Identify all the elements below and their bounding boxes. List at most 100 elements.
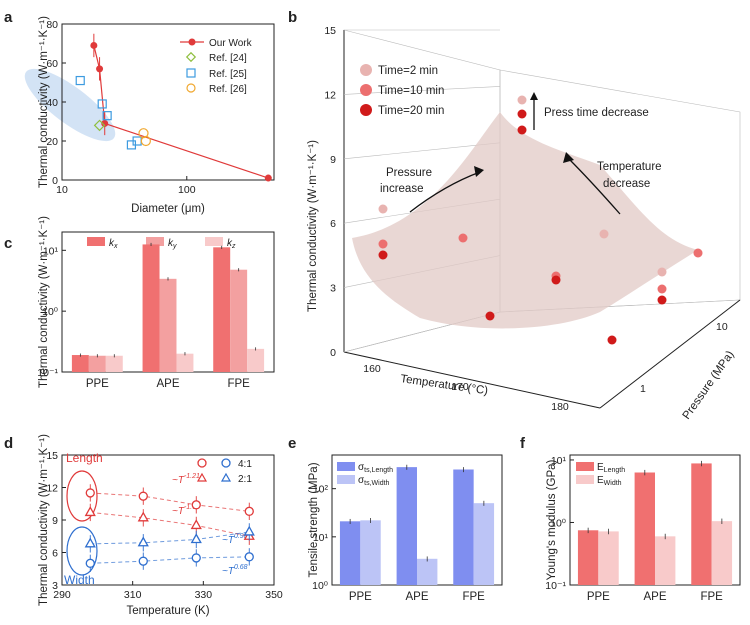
panel-label-a: a (4, 9, 13, 26)
legend-marker-ref26 (186, 83, 196, 93)
legend-ref26: Ref. [26] (209, 84, 247, 95)
legend-ref25: Ref. [25] (209, 69, 247, 80)
panel-c-bar (213, 247, 231, 372)
panel-d-ytick: 3 (52, 580, 58, 592)
panel-f-bar (691, 463, 712, 585)
panel-a-ytick: 0 (52, 175, 58, 187)
label-length: Length (66, 451, 103, 465)
powerlaw-length-41-exp: -1.21 (184, 473, 200, 480)
panel-b-xlabel: Temperature (°C) (400, 373, 489, 397)
our-work-point (264, 174, 272, 182)
panel-d-xtick: 310 (124, 589, 142, 601)
legend-marker-width-21 (220, 472, 232, 482)
panel-e-bar (396, 467, 417, 585)
panel-f-ylabel: Young's modulus (GPa) (546, 459, 558, 580)
legend-10min: Time=10 min (378, 85, 444, 97)
panel-d-point-circle (85, 558, 95, 568)
panel-d-point-circle (244, 506, 254, 516)
legend-e-length: ELength (597, 462, 625, 474)
panel-f-xtick: FPE (700, 591, 723, 603)
panel-c-xtick: APE (156, 378, 179, 390)
ref25-point (102, 111, 112, 121)
panel-d-ytick: 6 (52, 548, 58, 560)
panel-e-xtick: APE (405, 591, 428, 603)
powerlaw-width-21-base: ~T (222, 535, 235, 546)
panel-b-zlabel: Thermal conductivity (W·m⁻¹·K⁻¹) (307, 140, 319, 312)
panel-b-ztick: 12 (324, 89, 336, 101)
legend-our-work: Our Work (209, 38, 253, 49)
panel-b-sphere (378, 250, 388, 260)
legend-sigma-length-main: σ (358, 462, 365, 473)
panel-d-ytick: 12 (46, 483, 58, 495)
panel-c-ytick: 10⁰ (42, 306, 59, 318)
panel-e-bar (453, 469, 474, 585)
legend-ky-sub: y (172, 243, 177, 250)
panel-d-point-triangle (137, 511, 149, 522)
panel-c-xtick: FPE (227, 378, 250, 390)
legend-sigma-width: σts,Width (358, 475, 390, 487)
panel-b-sphere (458, 233, 468, 243)
legend-marker-20min (360, 104, 372, 116)
panel-f-bar (711, 521, 733, 585)
panel-e-bar (339, 521, 361, 585)
panel-c-xtick: PPE (86, 378, 109, 390)
panel-d-xlabel: Temperature (K) (126, 605, 209, 617)
length-group-ellipse (66, 470, 98, 522)
panel-b-sphere (693, 248, 703, 258)
panel-d-point-circle (191, 553, 201, 563)
panel-b-sphere (378, 239, 388, 249)
legend-swatch-sigma-length (337, 462, 355, 471)
press-time-arrowhead (530, 92, 538, 100)
legend-e-length-main: E (597, 462, 604, 473)
panel-a-ytick: 80 (46, 19, 58, 31)
panel-a-ytick: 20 (46, 136, 58, 148)
panel-b-y-axis (599, 299, 741, 409)
legend-marker-10min (360, 84, 372, 96)
panel-b-chart: Thermal conductivity (W·m⁻¹·K⁻¹) Tempera… (307, 25, 741, 422)
panel-b-ztick: 15 (324, 25, 336, 37)
panel-c-bar (142, 244, 160, 372)
panel-e-chart: Tensile strength (MPa) σts,Length σts,Wi… (308, 454, 503, 603)
panel-a-ytick: 40 (46, 97, 58, 109)
panel-e-xtick: FPE (462, 591, 485, 603)
legend-swatch-e-width (576, 475, 594, 484)
legend-kz-sub: z (231, 243, 236, 250)
panel-e-xtick: PPE (349, 591, 372, 603)
panel-a-xtick: 100 (178, 184, 196, 196)
legend-marker-ref25 (186, 68, 196, 78)
panel-a-ytick: 60 (46, 58, 58, 70)
legend-marker-2min (360, 64, 372, 76)
legend-kz: kz (227, 238, 236, 250)
width-group-ellipse (66, 526, 98, 576)
panel-label-f: f (520, 435, 526, 452)
panel-c-bar (88, 355, 106, 372)
legend-4-1: 4:1 (238, 459, 252, 470)
panel-b-legend: Time=2 min Time=10 min Time=20 min (360, 64, 444, 117)
pressure-arrowhead (474, 166, 484, 177)
panel-a-xlabel: Diameter (μm) (131, 203, 205, 215)
legend-marker-length-21 (196, 472, 208, 482)
powerlaw-width-21-exp: 0.98 (234, 533, 248, 540)
ref25-point (75, 75, 85, 86)
legend-e-width-main: E (597, 475, 604, 486)
panel-d-xtick: 330 (195, 589, 213, 601)
panel-b-sphere (607, 335, 617, 345)
panel-d-ytick: 9 (52, 515, 58, 527)
panel-f-xtick: PPE (587, 591, 610, 603)
legend-sigma-width-sub: ts,Width (364, 480, 389, 487)
powerlaw-width-41: ~T0.68 (222, 564, 248, 577)
temperature-arrowhead (563, 152, 574, 163)
panel-d-point-circle (191, 500, 201, 510)
panel-b-ztick: 3 (330, 283, 336, 295)
legend-swatch-kx (87, 237, 105, 246)
legend-kx-sub: x (113, 243, 118, 250)
series-our-work-line (93, 45, 269, 179)
legend-ky-main: k (168, 238, 174, 249)
panel-c-ytick: 10⁻¹ (37, 367, 58, 379)
panel-b-ztick: 9 (330, 154, 336, 166)
panel-d-xtick: 350 (265, 589, 283, 601)
powerlaw-length-21-base: ~T (172, 506, 185, 517)
panel-a-ylabel: Thermal conductivity (W·m⁻¹·K⁻¹) (38, 16, 50, 188)
powerlaw-length-41: ~T-1.21 (172, 473, 200, 486)
panel-a-chart: Thermal conductivity (W·m⁻¹·K⁻¹) Diamete… (24, 16, 275, 215)
